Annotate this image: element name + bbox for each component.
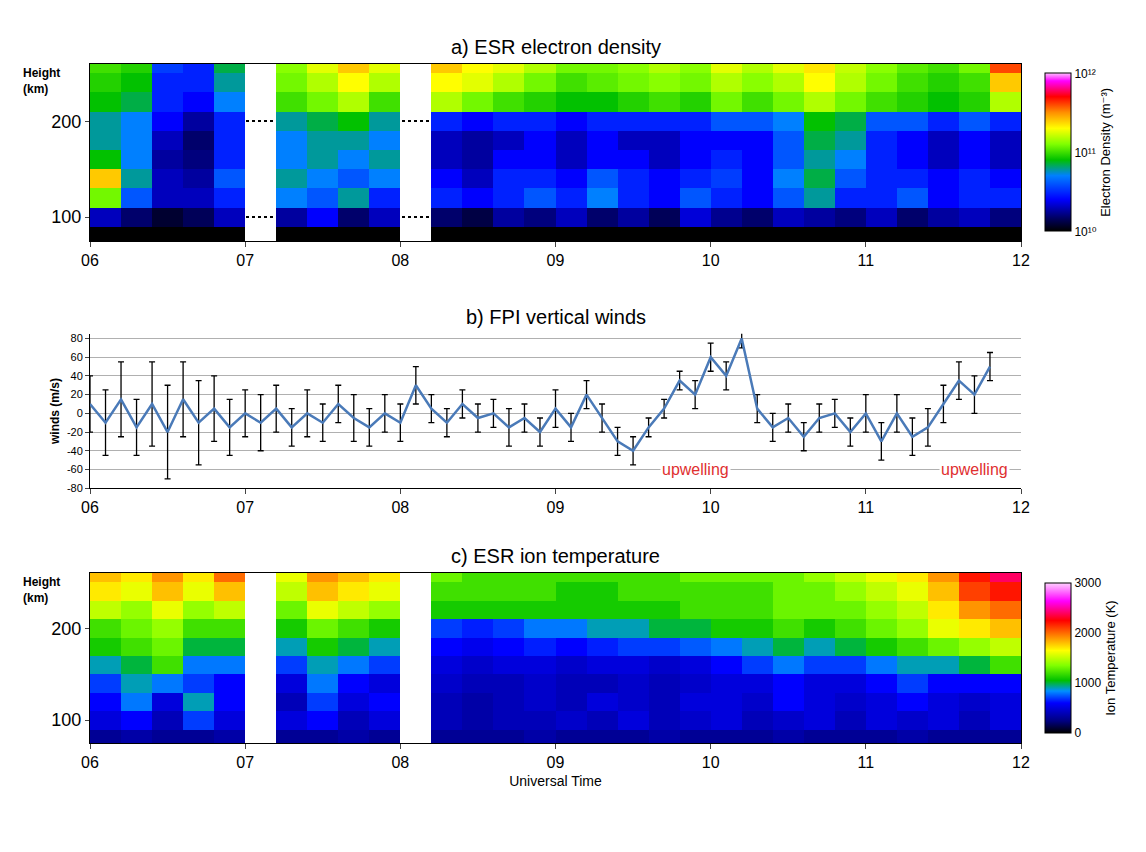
svg-text:07: 07 [236,499,254,516]
svg-text:07: 07 [236,754,254,771]
svg-text:10: 10 [702,252,720,269]
svg-text:-80: -80 [67,482,83,494]
svg-text:-40: -40 [67,445,83,457]
svg-text:b) FPI vertical winds: b) FPI vertical winds [466,306,646,328]
svg-text:c) ESR ion temperature: c) ESR ion temperature [451,545,660,567]
svg-text:08: 08 [391,754,409,771]
svg-text:-20: -20 [67,426,83,438]
svg-text:08: 08 [391,252,409,269]
svg-text:0: 0 [77,407,83,419]
svg-text:200: 200 [51,111,81,131]
svg-text:upwelling: upwelling [941,461,1008,478]
svg-text:10¹⁰: 10¹⁰ [1074,225,1096,239]
svg-text:80: 80 [71,332,83,344]
svg-text:11: 11 [858,499,875,516]
svg-text:10¹²: 10¹² [1074,67,1095,81]
svg-text:0: 0 [1074,726,1081,740]
svg-text:06: 06 [81,754,99,771]
svg-text:3000: 3000 [1074,576,1101,590]
svg-text:10¹¹: 10¹¹ [1074,146,1095,160]
svg-text:09: 09 [547,754,565,771]
svg-text:07: 07 [236,252,254,269]
svg-text:100: 100 [51,710,81,730]
svg-text:11: 11 [858,252,875,269]
svg-text:12: 12 [1012,499,1030,516]
svg-text:100: 100 [51,207,81,227]
svg-text:09: 09 [547,252,565,269]
svg-text:12: 12 [1012,252,1030,269]
svg-text:12: 12 [1012,754,1030,771]
svg-text:40: 40 [71,370,83,382]
svg-text:a) ESR electron density: a) ESR electron density [451,36,661,58]
svg-text:06: 06 [81,252,99,269]
svg-text:09: 09 [547,499,565,516]
svg-text:Electron Density (m⁻³): Electron Density (m⁻³) [1098,88,1113,217]
svg-text:upwelling: upwelling [662,461,729,478]
svg-text:winds (m/s): winds (m/s) [48,378,62,445]
svg-text:Ion Temperature (K): Ion Temperature (K) [1103,600,1118,715]
svg-text:1000: 1000 [1074,676,1101,690]
svg-text:-60: -60 [67,463,83,475]
svg-text:60: 60 [71,351,83,363]
svg-text:08: 08 [391,499,409,516]
svg-text:Universal Time: Universal Time [509,773,602,789]
svg-text:200: 200 [51,619,81,639]
svg-text:Height(km): Height(km) [23,66,60,96]
svg-text:06: 06 [81,499,99,516]
svg-text:10: 10 [702,754,720,771]
svg-text:2000: 2000 [1074,626,1101,640]
svg-text:11: 11 [858,754,875,771]
svg-text:Height(km): Height(km) [23,575,60,605]
svg-text:10: 10 [702,499,720,516]
svg-text:20: 20 [71,388,83,400]
